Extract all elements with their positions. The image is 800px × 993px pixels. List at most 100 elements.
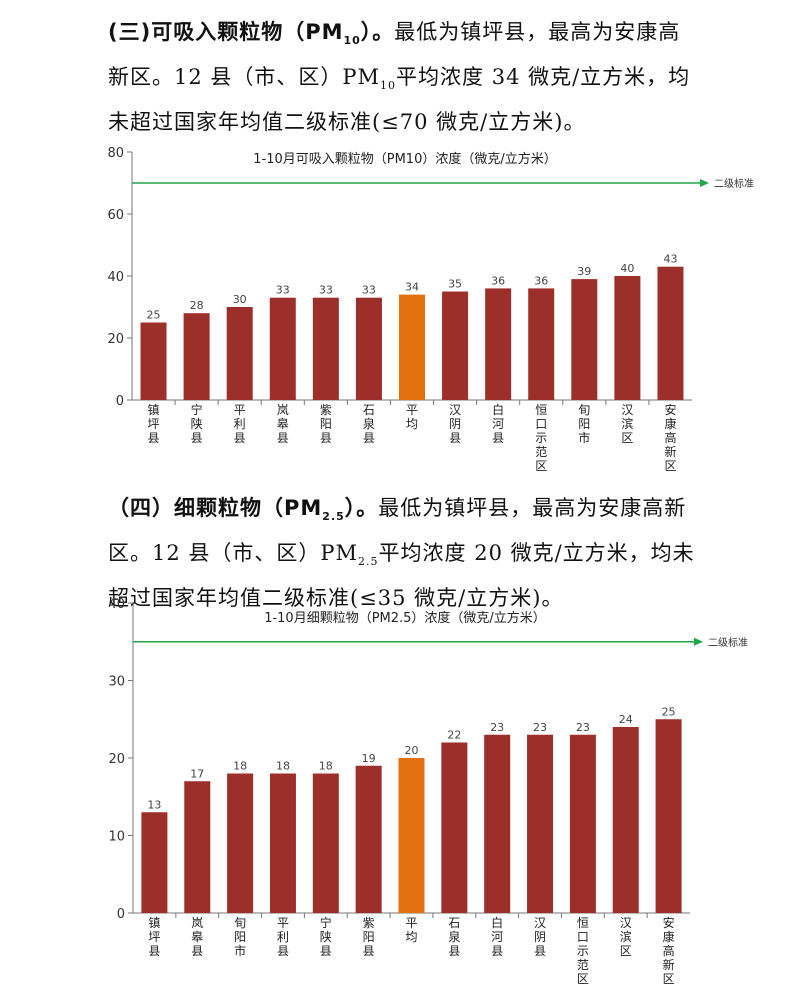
data-label: 33 [319,284,333,297]
standard-label: 二级标准 [714,178,754,190]
category-label: 紫阳县 [363,916,375,958]
standard-arrow-icon [700,179,709,187]
data-label: 17 [190,767,204,780]
pm25-paragraph: （四）细颗粒物（PM2.5）。最低为镇坪县，最高为安康高新区。12 县（市、区）… [108,496,695,611]
y-tick-label: 20 [107,332,124,347]
category-label: 汉滨区 [620,916,632,958]
data-label: 36 [534,274,548,287]
category-label: 汉阴县 [449,403,461,445]
data-label: 23 [576,721,590,734]
data-label: 25 [662,705,676,718]
category-label: 平利县 [277,916,289,958]
data-label: 43 [663,253,677,266]
data-label: 34 [405,281,419,294]
bar [614,276,641,400]
pm10-heading: (三)可吸入颗粒物（PM10）。 [108,20,395,48]
bar [269,773,296,913]
data-label: 23 [490,721,504,734]
bar [527,734,554,913]
bar [569,734,596,913]
bar [485,288,512,400]
category-label: 旬阳市 [234,916,246,958]
category-label: 平利县 [234,403,246,445]
category-label: 紫阳县 [320,403,332,445]
category-label: 岚皋县 [191,916,203,958]
bar [442,291,469,400]
category-label: 安康高新区 [663,915,675,986]
bar [399,294,425,400]
bar [355,765,382,913]
category-label: 镇坪县 [148,916,160,958]
category-label: 旬阳市 [578,403,590,445]
y-tick-label: 80 [107,146,124,161]
category-label: 白河县 [491,915,503,958]
data-label: 35 [448,278,462,291]
data-label: 36 [491,274,505,287]
bar [312,773,339,913]
y-tick-label: 0 [116,394,124,409]
category-label: 恒口示范区 [577,916,589,986]
data-label: 40 [620,262,634,275]
category-label: 石泉县 [363,403,375,445]
bar [398,758,425,913]
y-tick-label: 40 [108,597,125,612]
y-tick-label: 10 [108,830,125,845]
data-label: 22 [447,729,461,742]
y-tick-label: 60 [107,208,124,223]
pm10-bar-chart: 0 20 40 60 80 1-10月可吸入颗粒物（PM10）浓度（微克/立方米） 25 镇坪… [107,146,754,473]
data-label: 28 [190,299,204,312]
data-label: 33 [276,284,290,297]
bar [571,279,598,400]
data-label: 25 [147,309,161,322]
y-tick-label: 20 [108,752,125,767]
bar [140,322,167,400]
bar [484,734,511,913]
data-label: 20 [405,744,419,757]
category-label: 汉阴县 [534,916,546,958]
y-tick-label: 40 [107,270,124,285]
data-label: 30 [233,293,247,306]
chart-title: 1-10月细颗粒物（PM2.5）浓度（微克/立方米） [264,610,546,626]
bar [226,307,253,400]
data-label: 24 [619,713,633,726]
bar [655,719,682,913]
category-label: 平均 [406,403,418,431]
category-label: 石泉县 [448,916,460,958]
category-label: 白河县 [492,402,504,445]
bar [227,773,254,913]
y-tick-label: 30 [108,675,125,690]
data-label: 39 [577,265,591,278]
bar [528,288,555,400]
data-label: 19 [362,752,376,765]
bar [657,266,684,400]
category-label: 安康高新区 [664,402,676,473]
pm25-bar-chart: 0 10 20 30 40 1-10月细颗粒物（PM2.5）浓度（微克/立方米） 13 镇坪县… [108,597,748,986]
data-label: 18 [276,760,290,773]
bar [441,742,468,913]
y-tick-label: 0 [117,907,125,922]
data-label: 18 [319,760,333,773]
pm10-paragraph: (三)可吸入颗粒物（PM10）。最低为镇坪县，最高为安康高新区。12 县（市、区… [108,20,691,135]
data-label: 18 [233,760,247,773]
bar [183,313,210,400]
bar [184,781,211,913]
category-label: 镇坪县 [148,403,160,445]
category-label: 恒口示范区 [535,403,547,473]
bar [312,297,339,400]
data-label: 13 [147,798,161,811]
bar [355,297,382,400]
category-label: 平均 [405,916,417,944]
pm25-heading: （四）细颗粒物（PM2.5）。 [108,496,379,524]
category-label: 宁陕县 [191,402,203,445]
category-label: 汉滨区 [621,403,633,445]
bar [612,727,639,913]
category-label: 宁陕县 [320,915,332,958]
bar [269,297,296,400]
chart-title: 1-10月可吸入颗粒物（PM10）浓度（微克/立方米） [253,151,556,167]
standard-arrow-icon [694,637,703,646]
standard-label: 二级标准 [708,637,748,649]
data-label: 23 [533,721,547,734]
bar [141,812,168,913]
data-label: 33 [362,284,376,297]
category-label: 岚皋县 [277,403,289,445]
